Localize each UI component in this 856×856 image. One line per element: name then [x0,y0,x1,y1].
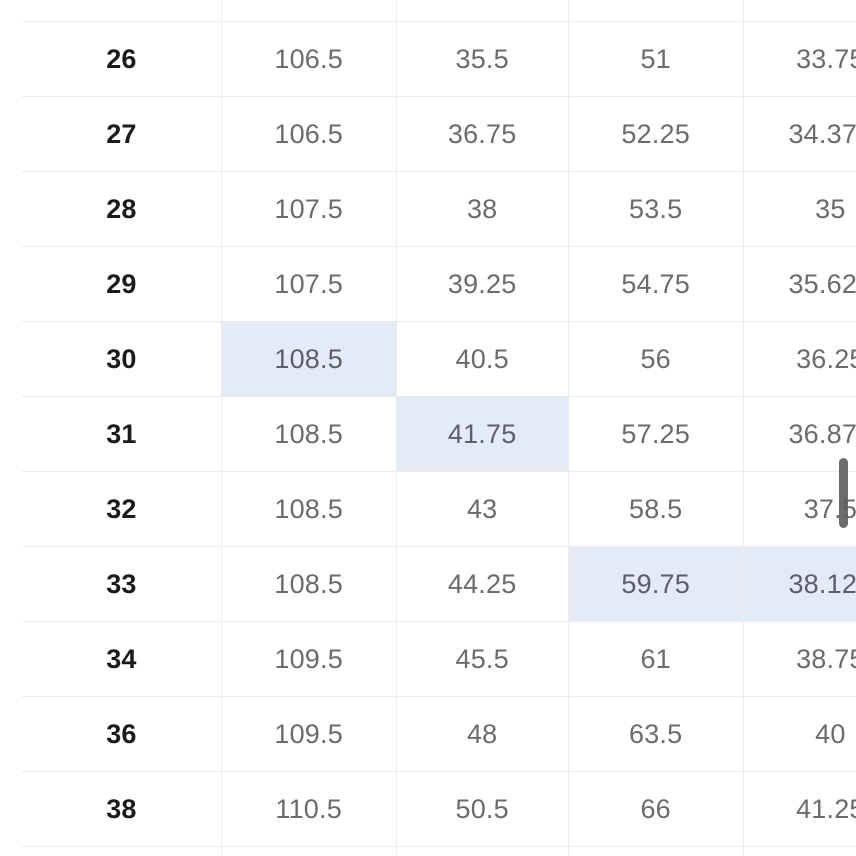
table-cell-value[interactable] [396,846,569,856]
table-cell-value[interactable] [221,846,397,856]
table-cell-value[interactable]: 37.5 [743,471,856,547]
table-cell-value[interactable]: 108.5 [221,321,397,397]
table-cell-value[interactable]: 41.25 [743,771,856,847]
table-cell-size[interactable]: 26 [22,21,222,97]
table-row[interactable] [22,846,856,856]
table-cell-value[interactable]: 45.5 [396,621,569,697]
table-cell-value[interactable]: 36.75 [396,96,569,172]
table-cell-size[interactable]: 36 [22,696,222,772]
size-chart-table: 26106.535.55133.753127106.536.7552.2534.… [22,0,856,856]
table-cell-size[interactable]: 38 [22,771,222,847]
table-cell-value[interactable]: 38.75 [743,621,856,697]
table-cell-value[interactable]: 109.5 [221,621,397,697]
table-cell-value[interactable]: 38 [396,171,569,247]
table-cell-value[interactable]: 109.5 [221,696,397,772]
table-cell-size[interactable]: 31 [22,396,222,472]
table-cell-value[interactable]: 110.5 [221,771,397,847]
table-cell-value[interactable]: 107.5 [221,246,397,322]
table-cell-value[interactable]: 33.75 [743,21,856,97]
table-cell-value[interactable]: 106.5 [221,96,397,172]
table-cell-value[interactable] [221,0,397,22]
table-cell-value[interactable]: 40 [743,696,856,772]
table-cell-value[interactable]: 40.5 [396,321,569,397]
table-cell-value[interactable]: 108.5 [221,546,397,622]
table-cell-value[interactable]: 59.75 [568,546,744,622]
table-cell-value[interactable]: 108.5 [221,396,397,472]
table-cell-value[interactable]: 36.25 [743,321,856,397]
table-cell-size[interactable]: 28 [22,171,222,247]
table-cell-size[interactable]: 32 [22,471,222,547]
table-cell-value[interactable]: 108.5 [221,471,397,547]
table-cell-value[interactable]: 56 [568,321,744,397]
table-cell-value[interactable]: 43 [396,471,569,547]
table-cell-value[interactable]: 57.25 [568,396,744,472]
table-cell-value[interactable]: 50.5 [396,771,569,847]
table-cell-value[interactable]: 66 [568,771,744,847]
table-row[interactable] [22,0,856,22]
table-cell-value[interactable]: 44.25 [396,546,569,622]
table-cell-size[interactable]: 30 [22,321,222,397]
table-cell-value[interactable]: 36.875 [743,396,856,472]
table-cell-value[interactable]: 41.75 [396,396,569,472]
table-cell-value[interactable]: 52.25 [568,96,744,172]
table-cell-value[interactable]: 58.5 [568,471,744,547]
scrollbar-thumb[interactable] [839,458,848,528]
table-cell-size[interactable]: 33 [22,546,222,622]
table-cell-size[interactable]: 27 [22,96,222,172]
table-cell-value[interactable]: 48 [396,696,569,772]
table-cell-value[interactable]: 35.5 [396,21,569,97]
table-cell-size[interactable] [22,846,222,856]
table-cell-value[interactable]: 53.5 [568,171,744,247]
table-cell-value[interactable]: 38.125 [743,546,856,622]
table-cell-value[interactable]: 63.5 [568,696,744,772]
table-cell-value[interactable] [396,0,569,22]
table-cell-size[interactable] [22,0,222,22]
table-cell-value[interactable] [743,846,856,856]
table-cell-value[interactable]: 106.5 [221,21,397,97]
table-cell-value[interactable] [743,0,856,22]
table-cell-size[interactable]: 34 [22,621,222,697]
table-cell-value[interactable]: 51 [568,21,744,97]
table-cell-value[interactable]: 54.75 [568,246,744,322]
table-cell-value[interactable] [568,846,744,856]
table-cell-size[interactable]: 29 [22,246,222,322]
table-cell-value[interactable] [568,0,744,22]
table-cell-value[interactable]: 35 [743,171,856,247]
table-body: 26106.535.55133.753127106.536.7552.2534.… [22,0,856,856]
vertical-scrollbar[interactable] [838,0,850,856]
table-cell-value[interactable]: 107.5 [221,171,397,247]
table-cell-value[interactable]: 39.25 [396,246,569,322]
table-cell-value[interactable]: 61 [568,621,744,697]
table-cell-value[interactable]: 34.375 [743,96,856,172]
table-cell-value[interactable]: 35.625 [743,246,856,322]
